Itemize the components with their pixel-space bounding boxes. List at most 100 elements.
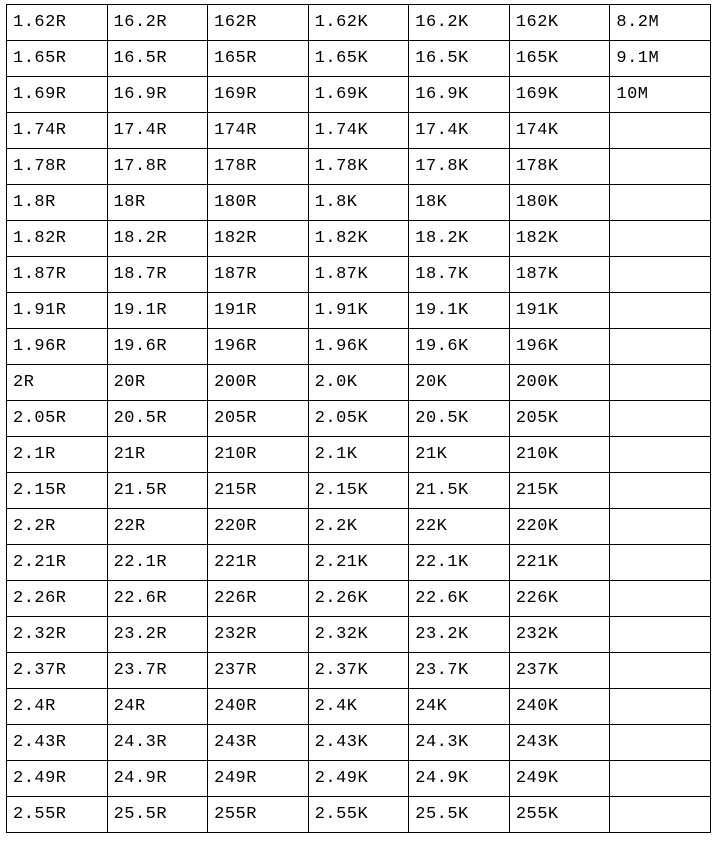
table-row: 2.26R22.6R226R2.26K22.6K226K (7, 581, 711, 617)
table-cell: 226R (208, 581, 309, 617)
table-cell (610, 329, 711, 365)
table-row: 2.37R23.7R237R2.37K23.7K237K (7, 653, 711, 689)
table-cell: 2.37R (7, 653, 108, 689)
table-cell: 23.2K (409, 617, 510, 653)
table-cell: 249K (509, 761, 610, 797)
table-cell: 2.21K (308, 545, 409, 581)
table-cell: 1.8R (7, 185, 108, 221)
table-cell: 2.21R (7, 545, 108, 581)
table-cell (610, 473, 711, 509)
table-cell: 18.2R (107, 221, 208, 257)
table-cell: 221K (509, 545, 610, 581)
table-cell (610, 149, 711, 185)
table-cell (610, 797, 711, 833)
table-cell: 2.55R (7, 797, 108, 833)
table-cell: 255K (509, 797, 610, 833)
table-cell: 24R (107, 689, 208, 725)
table-cell: 2R (7, 365, 108, 401)
table-cell: 25.5R (107, 797, 208, 833)
table-cell: 182K (509, 221, 610, 257)
table-cell: 200R (208, 365, 309, 401)
table-cell: 1.82R (7, 221, 108, 257)
table-cell: 2.32R (7, 617, 108, 653)
table-cell: 1.96R (7, 329, 108, 365)
table-cell: 2.49K (308, 761, 409, 797)
table-cell: 221R (208, 545, 309, 581)
table-row: 2.43R24.3R243R2.43K24.3K243K (7, 725, 711, 761)
table-cell: 205K (509, 401, 610, 437)
table-cell: 210R (208, 437, 309, 473)
table-row: 1.74R17.4R174R1.74K17.4K174K (7, 113, 711, 149)
table-cell (610, 509, 711, 545)
table-cell: 23.2R (107, 617, 208, 653)
table-cell: 21R (107, 437, 208, 473)
table-cell: 240K (509, 689, 610, 725)
table-cell (610, 113, 711, 149)
table-cell: 1.62K (308, 5, 409, 41)
table-cell: 1.87K (308, 257, 409, 293)
table-cell: 249R (208, 761, 309, 797)
table-cell: 2.1K (308, 437, 409, 473)
table-cell (610, 689, 711, 725)
table-row: 1.62R16.2R162R1.62K16.2K162K8.2M (7, 5, 711, 41)
table-cell: 24.9K (409, 761, 510, 797)
table-cell: 243K (509, 725, 610, 761)
table-cell: 2.0K (308, 365, 409, 401)
table-row: 2.2R22R220R2.2K22K220K (7, 509, 711, 545)
table-cell: 2.15K (308, 473, 409, 509)
table-cell: 16.2R (107, 5, 208, 41)
table-cell: 255R (208, 797, 309, 833)
table-cell: 23.7K (409, 653, 510, 689)
table-cell (610, 545, 711, 581)
table-cell: 1.78R (7, 149, 108, 185)
table-cell: 187K (509, 257, 610, 293)
table-cell: 16.5R (107, 41, 208, 77)
table-cell: 178K (509, 149, 610, 185)
table-row: 2.15R21.5R215R2.15K21.5K215K (7, 473, 711, 509)
table-cell (610, 761, 711, 797)
table-cell: 191K (509, 293, 610, 329)
table-cell: 169R (208, 77, 309, 113)
table-cell (610, 617, 711, 653)
table-cell (610, 725, 711, 761)
table-cell: 215R (208, 473, 309, 509)
table-cell: 18R (107, 185, 208, 221)
table-cell: 16.9R (107, 77, 208, 113)
table-cell: 2.05R (7, 401, 108, 437)
table-cell: 162R (208, 5, 309, 41)
table-row: 2.49R24.9R249R2.49K24.9K249K (7, 761, 711, 797)
table-cell: 9.1M (610, 41, 711, 77)
table-cell (610, 365, 711, 401)
table-cell: 19.1R (107, 293, 208, 329)
table-row: 2.1R21R210R2.1K21K210K (7, 437, 711, 473)
table-cell: 2.32K (308, 617, 409, 653)
table-cell: 1.82K (308, 221, 409, 257)
table-row: 1.8R18R180R1.8K18K180K (7, 185, 711, 221)
table-row: 2.55R25.5R255R2.55K25.5K255K (7, 797, 711, 833)
table-cell: 24.9R (107, 761, 208, 797)
table-cell: 1.69R (7, 77, 108, 113)
table-row: 1.78R17.8R178R1.78K17.8K178K (7, 149, 711, 185)
resistor-value-table-container: 1.62R16.2R162R1.62K16.2K162K8.2M1.65R16.… (0, 0, 717, 837)
table-cell: 2.4R (7, 689, 108, 725)
table-cell: 16.5K (409, 41, 510, 77)
table-cell: 1.91R (7, 293, 108, 329)
table-cell: 2.1R (7, 437, 108, 473)
table-cell: 1.65K (308, 41, 409, 77)
table-cell: 220R (208, 509, 309, 545)
table-cell: 165K (509, 41, 610, 77)
table-cell: 10M (610, 77, 711, 113)
table-cell: 18.2K (409, 221, 510, 257)
table-cell: 24K (409, 689, 510, 725)
table-row: 2.21R22.1R221R2.21K22.1K221K (7, 545, 711, 581)
table-cell: 19.6R (107, 329, 208, 365)
table-cell: 18.7K (409, 257, 510, 293)
table-cell: 169K (509, 77, 610, 113)
table-cell: 21K (409, 437, 510, 473)
table-cell: 1.78K (308, 149, 409, 185)
table-cell: 18K (409, 185, 510, 221)
table-cell: 21.5R (107, 473, 208, 509)
table-cell: 20.5R (107, 401, 208, 437)
table-cell: 24.3R (107, 725, 208, 761)
resistor-value-table: 1.62R16.2R162R1.62K16.2K162K8.2M1.65R16.… (6, 4, 711, 833)
